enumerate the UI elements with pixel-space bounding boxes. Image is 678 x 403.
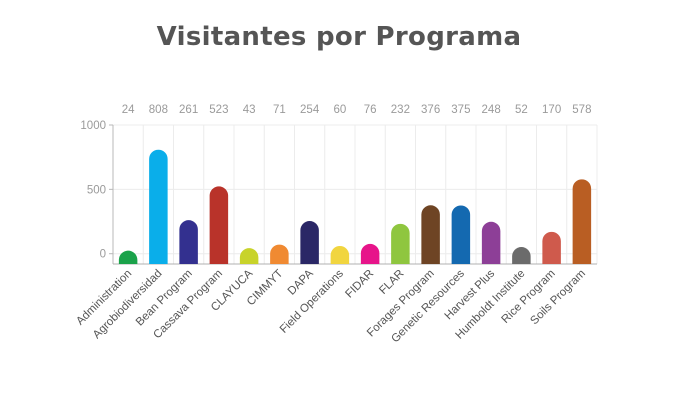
data-label: 375	[451, 104, 470, 116]
data-label: 232	[391, 104, 410, 116]
x-tick-label: FIDAR	[343, 268, 376, 301]
bar-agrobiodiversidad	[149, 149, 168, 264]
data-label: 254	[300, 104, 320, 116]
bar-fidar	[360, 243, 380, 264]
bar-harvest-plus	[481, 221, 501, 264]
data-label: 261	[179, 104, 198, 116]
data-label: 76	[364, 104, 377, 116]
data-label: 60	[333, 104, 346, 116]
data-label: 376	[421, 104, 440, 116]
data-label: 578	[572, 104, 591, 116]
data-label: 248	[482, 104, 501, 116]
bar-bean-program	[179, 220, 198, 264]
bar-humboldt-institute	[512, 247, 531, 264]
y-tick-label: 1000	[80, 120, 106, 132]
y-tick-label: 0	[100, 249, 106, 261]
x-tick-label: Rice Program	[500, 268, 558, 326]
data-label: 52	[515, 104, 528, 116]
bar-clayuca	[239, 248, 259, 264]
x-tick-label: Soils Program	[528, 268, 588, 328]
bar-administration	[118, 250, 138, 264]
bar-forages-program	[421, 205, 440, 264]
data-label: 170	[542, 104, 561, 116]
data-label: 808	[149, 104, 168, 116]
bar-cassava-program	[209, 186, 229, 264]
y-tick-label: 500	[87, 184, 106, 196]
bar-rice-program	[542, 231, 561, 264]
bar-soils-program	[572, 179, 592, 264]
bar-cimmyt	[270, 244, 289, 264]
bar-dapa	[300, 221, 319, 264]
data-label: 24	[122, 104, 135, 116]
bar-genetic-resources	[451, 205, 471, 264]
data-label: 71	[273, 104, 286, 116]
data-label: 43	[243, 104, 256, 116]
bar-flar	[391, 223, 410, 264]
chart-title: Visitantes por Programa	[156, 22, 522, 52]
data-label: 523	[209, 104, 228, 116]
bar-field-operations	[330, 245, 350, 264]
